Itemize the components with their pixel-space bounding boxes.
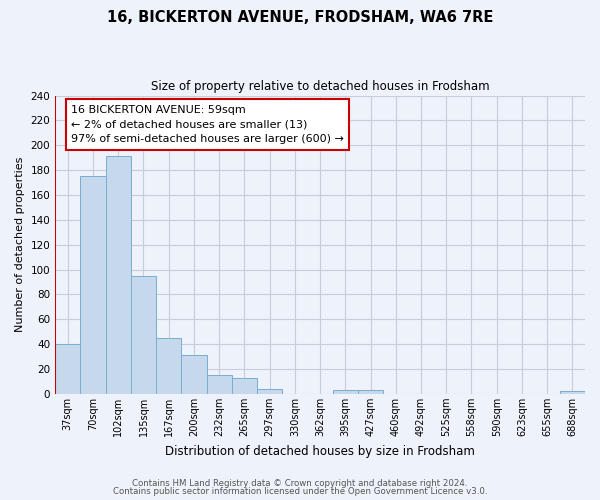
- Bar: [358, 390, 383, 394]
- Y-axis label: Number of detached properties: Number of detached properties: [15, 157, 25, 332]
- Bar: [55, 344, 80, 394]
- Title: Size of property relative to detached houses in Frodsham: Size of property relative to detached ho…: [151, 80, 490, 93]
- Text: 16 BICKERTON AVENUE: 59sqm
← 2% of detached houses are smaller (13)
97% of semi-: 16 BICKERTON AVENUE: 59sqm ← 2% of detac…: [71, 104, 344, 144]
- Bar: [206, 375, 232, 394]
- Text: 16, BICKERTON AVENUE, FRODSHAM, WA6 7RE: 16, BICKERTON AVENUE, FRODSHAM, WA6 7RE: [107, 10, 493, 25]
- Text: Contains HM Land Registry data © Crown copyright and database right 2024.: Contains HM Land Registry data © Crown c…: [132, 478, 468, 488]
- X-axis label: Distribution of detached houses by size in Frodsham: Distribution of detached houses by size …: [165, 444, 475, 458]
- Bar: [131, 276, 156, 394]
- Bar: [181, 356, 206, 394]
- Bar: [232, 378, 257, 394]
- Bar: [332, 390, 358, 394]
- Bar: [80, 176, 106, 394]
- Bar: [156, 338, 181, 394]
- Text: Contains public sector information licensed under the Open Government Licence v3: Contains public sector information licen…: [113, 487, 487, 496]
- Bar: [257, 389, 282, 394]
- Bar: [560, 392, 585, 394]
- Bar: [106, 156, 131, 394]
